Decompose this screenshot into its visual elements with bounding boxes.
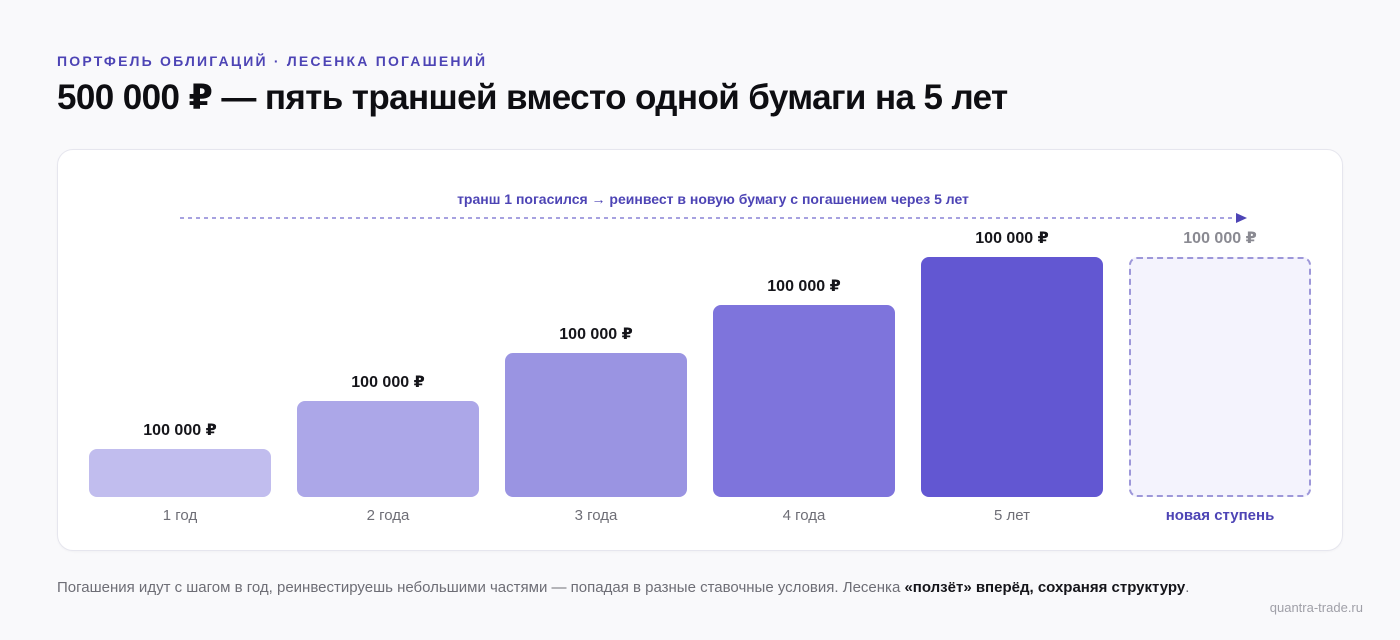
bar-tranche-1 (89, 449, 271, 497)
eyebrow-label: ПОРТФЕЛЬ ОБЛИГАЦИЙ · ЛЕСЕНКА ПОГАШЕНИЙ (57, 53, 488, 69)
bar-value-label: 100 000 ₽ (143, 422, 217, 439)
category-label: 2 года (366, 507, 410, 524)
bar-tranche-5 (921, 257, 1103, 497)
category-label: 3 года (574, 507, 618, 524)
footer-text: Погашения идут с шагом в год, реинвестир… (57, 579, 905, 596)
footer-period: . (1185, 579, 1190, 596)
chart-card (57, 149, 1343, 551)
bar-value-label: 100 000 ₽ (767, 278, 841, 295)
bar-value-label: 100 000 ₽ (1183, 230, 1257, 247)
page-title: 500 000 ₽ — пять траншей вместо одной бу… (57, 78, 1008, 117)
reinvest-arrow (180, 213, 1247, 223)
bar-tranche-4 (713, 305, 895, 497)
category-label: 1 год (162, 507, 198, 524)
site-watermark: quantra-trade.ru (1269, 600, 1363, 615)
category-label: новая ступень (1165, 507, 1275, 524)
bar-new-step (1129, 257, 1311, 497)
bar-tranche-2 (297, 401, 479, 497)
category-label: 5 лет (994, 507, 1030, 524)
bar-value-label: 100 000 ₽ (975, 230, 1049, 247)
bar-tranche-3 (505, 353, 687, 497)
reinvest-annotation: транш 1 погасился → реинвест в новую бум… (457, 191, 969, 207)
category-label: 4 года (782, 507, 826, 524)
bar-value-label: 100 000 ₽ (559, 326, 633, 343)
bar-value-label: 100 000 ₽ (351, 374, 425, 391)
footer-note: Погашения идут с шагом в год, реинвестир… (57, 579, 1189, 596)
footer-emphasis: «ползёт» вперёд, сохраняя структуру (904, 579, 1186, 596)
